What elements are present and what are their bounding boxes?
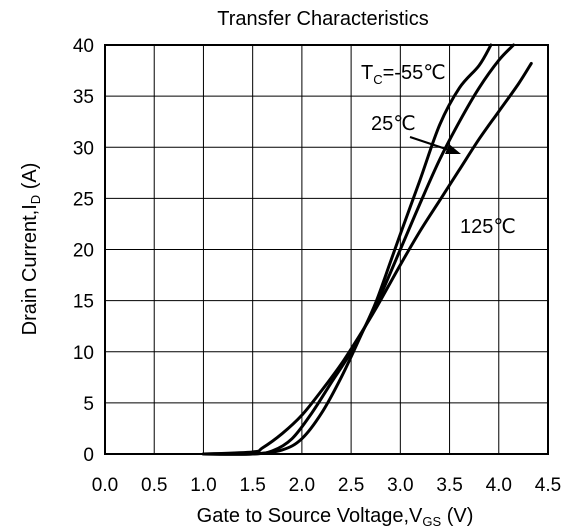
x-tick-label: 4.5	[535, 475, 561, 496]
y-axis-title: Drain Current,ID (A)	[19, 163, 43, 336]
chart-title: Transfer Characteristics	[217, 8, 429, 30]
annotation-125c: 125℃	[460, 216, 516, 238]
y-tick-label: 40	[73, 36, 94, 57]
x-tick-label: 3.5	[436, 475, 462, 496]
series-line-25c	[201, 43, 516, 456]
x-tick-label: 2.5	[338, 475, 364, 496]
y-tick-label: 5	[83, 394, 94, 415]
y-axis-title-unit: (A)	[19, 163, 41, 195]
y-tick-label: 35	[73, 87, 94, 108]
series-lines	[201, 43, 533, 456]
x-tick-label: 2.0	[289, 475, 315, 496]
x-axis-title-unit: (V)	[441, 505, 473, 527]
y-tick-label: 15	[73, 292, 94, 313]
x-tick-label: 3.0	[387, 475, 413, 496]
series-line-125c	[201, 61, 533, 456]
annotation-tc-value: =-55℃	[383, 62, 446, 84]
x-axis-title-main: Gate to Source Voltage,V	[197, 505, 423, 527]
y-tick-label: 30	[73, 138, 94, 159]
y-axis-title-sub: D	[28, 195, 43, 204]
y-tick-label: 25	[73, 189, 94, 210]
y-tick-label: 0	[83, 445, 94, 466]
plot-frame	[104, 44, 549, 455]
annotation-tc-55: TC=-55℃	[361, 62, 446, 87]
annotation-25c-leader	[409, 136, 453, 152]
annotation-25c: 25℃	[371, 113, 416, 135]
annotation-tc-prefix: T	[361, 62, 373, 84]
y-tick-label: 20	[73, 241, 94, 262]
y-tick-labels: 0 5 10 15 20 25 30 35 40	[73, 36, 94, 466]
x-tick-label: 1.0	[190, 475, 216, 496]
x-axis-title-sub: GS	[422, 514, 441, 529]
x-axis-title: Gate to Source Voltage,VGS (V)	[197, 505, 474, 529]
x-tick-label: 1.5	[239, 475, 265, 496]
x-tick-label: 0.5	[141, 475, 167, 496]
x-tick-label: 4.0	[486, 475, 512, 496]
x-tick-labels: 0.0 0.5 1.0 1.5 2.0 2.5 3.0 3.5 4.0 4.5	[92, 475, 561, 496]
annotation-25c-arrowhead	[445, 144, 461, 154]
x-tick-label: 0.0	[92, 475, 118, 496]
y-axis-title-main: Drain Current,I	[19, 204, 41, 335]
y-tick-label: 10	[73, 343, 94, 364]
annotation-tc-sub: C	[373, 72, 382, 87]
